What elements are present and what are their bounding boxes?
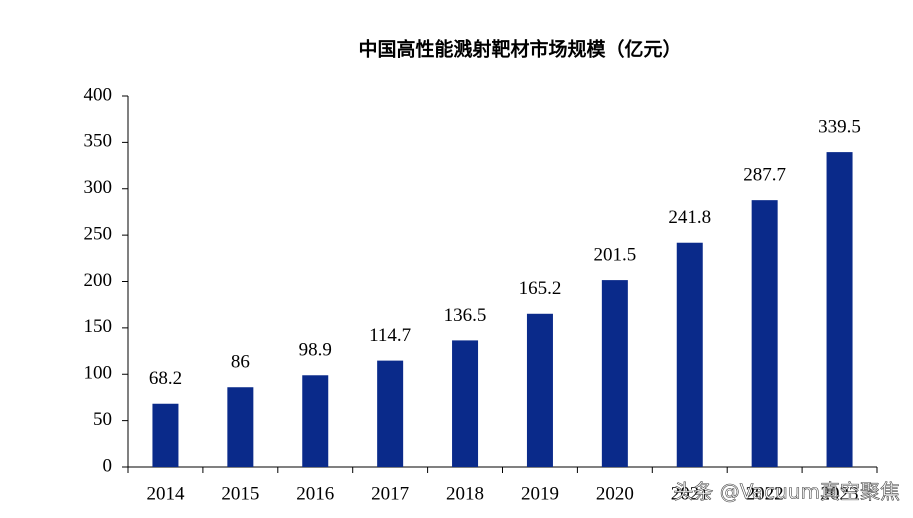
watermark: 头条 @Vacuum真空聚焦 [673, 480, 900, 504]
x-tick-label: 2015 [221, 483, 259, 504]
x-tick-label: 2018 [446, 483, 484, 504]
data-label: 98.9 [299, 340, 332, 361]
y-tick-label: 50 [93, 409, 112, 430]
bar [452, 340, 479, 467]
data-label: 201.5 [593, 244, 636, 265]
y-tick-label: 0 [103, 455, 113, 476]
bar [601, 280, 628, 467]
data-label: 136.5 [444, 305, 487, 326]
chart-title: 中国高性能溅射靶材市场规模（亿元） [358, 38, 681, 61]
bar [302, 375, 329, 467]
y-tick-label: 400 [84, 84, 113, 105]
y-tick-label: 150 [84, 316, 113, 337]
bar [751, 200, 778, 467]
x-tick-label: 2014 [146, 483, 185, 504]
x-tick-label: 2019 [521, 483, 559, 504]
data-label: 241.8 [668, 207, 711, 228]
bar [526, 313, 553, 467]
data-label: 339.5 [818, 116, 861, 137]
data-label: 165.2 [519, 278, 562, 299]
bar [152, 403, 179, 467]
data-label: 287.7 [743, 165, 786, 186]
y-tick-label: 100 [84, 363, 113, 384]
y-tick-label: 350 [84, 131, 113, 152]
bar [826, 152, 853, 467]
data-label: 68.2 [149, 368, 182, 389]
bar [377, 360, 404, 467]
bar [227, 387, 254, 467]
x-tick-label: 2022 [746, 483, 784, 504]
x-tick-label: 2017 [371, 483, 409, 504]
x-tick-label: 2021 [671, 483, 709, 504]
y-tick-label: 250 [84, 223, 113, 244]
data-label: 114.7 [369, 325, 411, 346]
bar [676, 242, 703, 467]
y-tick-label: 300 [84, 177, 113, 198]
x-tick-label: 2016 [296, 483, 334, 504]
y-tick-label: 200 [84, 270, 113, 291]
data-label: 86 [231, 352, 250, 373]
x-tick-label: 2020 [596, 483, 634, 504]
x-tick-label: 2023 [821, 483, 859, 504]
